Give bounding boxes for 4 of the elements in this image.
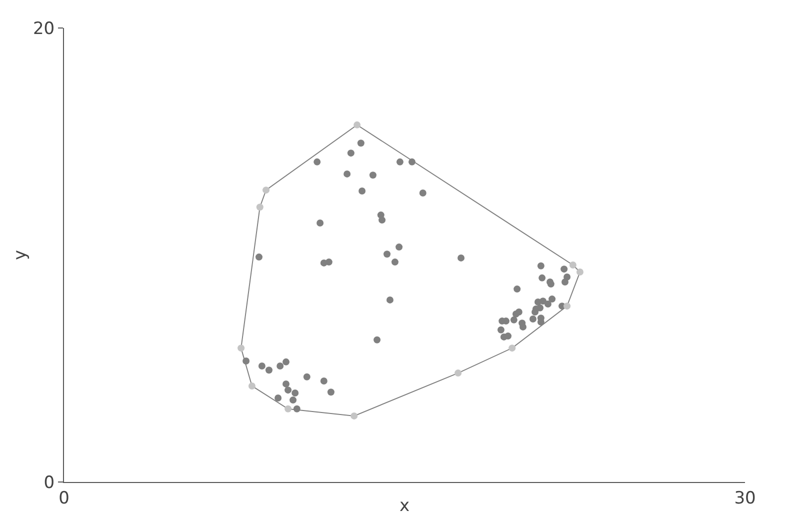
x-tick-label: 30 [734,488,756,508]
y-tick-label: 20 [32,18,55,39]
y-axis-title: y [10,250,31,260]
x-axis-title: x [399,496,410,516]
